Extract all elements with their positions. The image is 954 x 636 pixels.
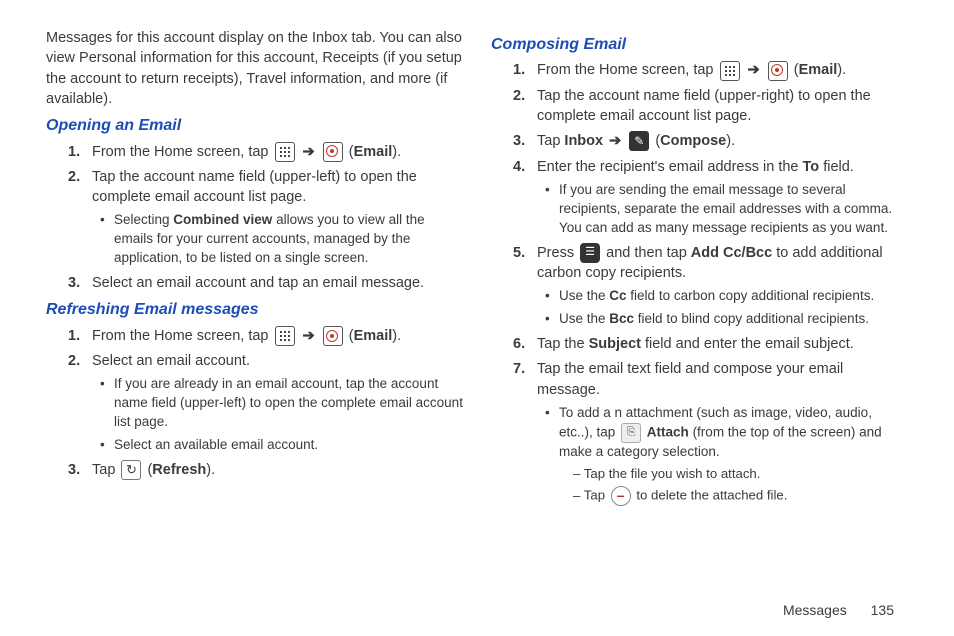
step: Select an email account and tap an email…	[68, 273, 463, 293]
menu-bars-icon	[580, 243, 600, 263]
email-label: Email	[354, 328, 393, 344]
left-column: Messages for this account display on the…	[46, 28, 463, 612]
text: Selecting	[114, 212, 173, 227]
text: Use the	[559, 288, 609, 303]
page-number: 135	[871, 602, 894, 618]
step: Tap the account name field (upper-right)…	[513, 86, 908, 127]
section-title-refreshing: Refreshing Email messages	[46, 299, 463, 321]
text: field to blind copy additional recipient…	[634, 311, 869, 326]
step-text: Tap the email text field and compose you…	[537, 361, 843, 397]
bullet-item: To add a n attachment (such as image, vi…	[545, 404, 908, 506]
opening-email-steps: From the Home screen, tap ➔ (Email). Tap…	[68, 142, 463, 294]
step-text: From the Home screen, tap	[92, 328, 273, 344]
refresh-label: Refresh	[152, 462, 206, 478]
step: Press and then tap Add Cc/Bcc to add add…	[513, 243, 908, 329]
email-target-icon	[323, 142, 343, 162]
right-column: Composing Email From the Home screen, ta…	[491, 28, 908, 612]
step: Select an email account. If you are alre…	[68, 351, 463, 455]
step-text: From the Home screen, tap	[92, 144, 273, 160]
text: Tap	[584, 488, 609, 503]
email-label: Email	[354, 144, 393, 160]
arrow-icon: ➔	[607, 133, 623, 149]
text: to delete the attached file.	[636, 488, 787, 503]
arrow-icon: ➔	[301, 144, 317, 160]
arrow-icon: ➔	[746, 62, 762, 78]
refreshing-steps: From the Home screen, tap ➔ (Email). Sel…	[68, 326, 463, 480]
refresh-icon	[121, 460, 141, 480]
sub-dash-item: Tap to delete the attached file.	[573, 486, 908, 506]
step-text: and then tap	[606, 245, 691, 261]
text: field to carbon copy additional recipien…	[627, 288, 875, 303]
step: Tap the email text field and compose you…	[513, 359, 908, 506]
composing-steps: From the Home screen, tap ➔ (Email). Tap…	[513, 60, 908, 506]
step-text: Select an email account.	[92, 353, 250, 369]
combined-view-label: Combined view	[173, 212, 272, 227]
attach-icon	[621, 423, 641, 443]
email-target-icon	[323, 326, 343, 346]
email-label: Email	[799, 62, 838, 78]
compose-label: Compose	[660, 133, 726, 149]
text: Use the	[559, 311, 609, 326]
step-text: Tap	[537, 133, 564, 149]
step: Tap (Refresh).	[68, 460, 463, 480]
step-text: Tap the	[537, 336, 589, 352]
step: Tap the account name field (upper-left) …	[68, 167, 463, 268]
step: From the Home screen, tap ➔ (Email).	[513, 60, 908, 80]
bcc-label: Bcc	[609, 311, 634, 326]
step: From the Home screen, tap ➔ (Email).	[68, 326, 463, 346]
step-text: field.	[819, 159, 854, 175]
step: Tap Inbox ➔ (Compose).	[513, 131, 908, 151]
section-title-composing: Composing Email	[491, 34, 908, 56]
apps-grid-icon	[275, 326, 295, 346]
user-manual-page: Messages for this account display on the…	[0, 0, 954, 636]
step-text: Tap the account name field (upper-left) …	[92, 169, 417, 205]
step: Tap the Subject field and enter the emai…	[513, 334, 908, 354]
step: Enter the recipient's email address in t…	[513, 157, 908, 238]
subject-label: Subject	[589, 336, 641, 352]
inbox-label: Inbox	[564, 133, 603, 149]
apps-grid-icon	[720, 61, 740, 81]
step-text: Tap	[92, 462, 119, 478]
step: From the Home screen, tap ➔ (Email).	[68, 142, 463, 162]
bullet-item: If you are already in an email account, …	[100, 375, 463, 432]
bullet-item: Select an available email account.	[100, 436, 463, 455]
bullet-item: Use the Cc field to carbon copy addition…	[545, 287, 908, 306]
section-title-opening-email: Opening an Email	[46, 115, 463, 137]
compose-pen-icon	[629, 131, 649, 151]
page-footer: Messages 135	[783, 602, 894, 618]
cc-label: Cc	[609, 288, 626, 303]
bullet-item: If you are sending the email message to …	[545, 181, 908, 238]
step-text: field and enter the email subject.	[641, 336, 854, 352]
intro-paragraph: Messages for this account display on the…	[46, 28, 463, 109]
attach-label: Attach	[647, 424, 689, 439]
arrow-icon: ➔	[301, 328, 317, 344]
step-text: From the Home screen, tap	[537, 62, 718, 78]
apps-grid-icon	[275, 142, 295, 162]
delete-minus-icon	[611, 486, 631, 506]
add-cc-bcc-label: Add Cc/Bcc	[691, 245, 772, 261]
to-label: To	[803, 159, 820, 175]
step-text: Enter the recipient's email address in t…	[537, 159, 803, 175]
footer-section-name: Messages	[783, 602, 847, 618]
sub-dash-item: Tap the file you wish to attach.	[573, 465, 908, 483]
step-text: Press	[537, 245, 578, 261]
email-target-icon	[768, 61, 788, 81]
bullet-item: Use the Bcc field to blind copy addition…	[545, 310, 908, 329]
bullet-item: Selecting Combined view allows you to vi…	[100, 211, 463, 268]
